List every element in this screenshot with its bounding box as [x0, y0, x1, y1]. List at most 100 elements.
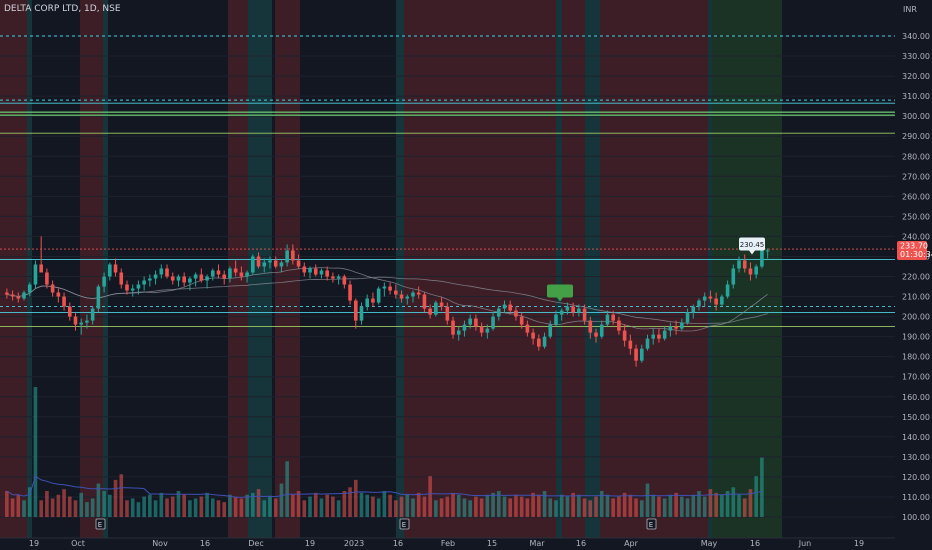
volume-bar	[79, 492, 84, 517]
candle-body	[702, 296, 707, 301]
candle-body	[531, 332, 535, 339]
volume-bar	[262, 500, 267, 517]
volume-bar	[496, 491, 501, 517]
candle-body	[353, 300, 358, 321]
y-tick-label: 130.00	[902, 453, 930, 462]
candle-body	[193, 274, 198, 279]
candle-body	[645, 338, 650, 349]
y-tick-label: 110.00	[902, 493, 930, 502]
candle-body	[348, 284, 352, 301]
y-tick-label: 190.00	[902, 333, 930, 342]
candle-body	[336, 276, 341, 279]
candle-body	[313, 268, 318, 275]
band-0	[0, 0, 27, 538]
y-tick-label: 250.00	[902, 212, 930, 221]
candle-body	[382, 286, 387, 289]
volume-bar	[434, 500, 438, 517]
y-tick-label: 100.00	[902, 513, 930, 522]
candle-body	[416, 292, 421, 295]
y-tick-label: 200.00	[902, 313, 930, 322]
candle-body	[502, 304, 507, 309]
band-11	[585, 0, 600, 538]
volume-bar	[531, 492, 535, 517]
candle-body	[165, 268, 169, 277]
candle-body	[376, 288, 381, 303]
volume-bar	[188, 500, 192, 517]
y-tick-label: 260.00	[902, 192, 930, 201]
volume-bar	[228, 494, 232, 517]
candle-body	[62, 296, 66, 307]
candle-body	[611, 314, 615, 321]
volume-bars	[5, 387, 764, 517]
y-tick-label: 180.00	[902, 353, 930, 362]
volume-bar	[456, 494, 461, 517]
countdown-label: 01:30:34	[900, 250, 932, 259]
x-tick-label: 16	[750, 539, 760, 548]
candle-body	[428, 308, 432, 315]
candle-body	[394, 290, 398, 295]
candle-body	[130, 288, 135, 291]
earnings-label: E	[402, 521, 406, 529]
candle-body	[691, 306, 696, 313]
volume-bar	[67, 496, 72, 517]
volume-bar	[651, 494, 656, 517]
candle-body	[519, 316, 524, 325]
volume-bar	[760, 457, 764, 517]
volume-bar	[165, 498, 169, 517]
candle-body	[170, 276, 175, 281]
candle-body	[27, 284, 32, 293]
volume-bar	[548, 498, 553, 517]
y-tick-label: 150.00	[902, 413, 930, 422]
candle-body	[308, 268, 312, 273]
volume-bar	[720, 494, 724, 517]
volume-bar	[502, 496, 507, 517]
candle-body	[142, 280, 146, 285]
volume-bar	[148, 494, 152, 517]
price-axis-bg	[895, 0, 932, 550]
volume-bar	[514, 494, 518, 517]
band-4	[228, 0, 248, 538]
volume-bar	[296, 491, 301, 517]
candle-body	[108, 264, 112, 277]
volume-bar	[571, 492, 575, 517]
band-10	[562, 0, 585, 538]
candle-body	[56, 292, 61, 297]
annotation-box	[739, 237, 765, 251]
y-tick-label: 220.00	[902, 273, 930, 282]
candle-body	[245, 272, 249, 277]
candle-body	[439, 302, 444, 307]
candle-body	[714, 298, 718, 305]
y-tick-label: 160.00	[902, 393, 930, 402]
candle-body	[639, 348, 644, 361]
candle-body	[462, 324, 467, 331]
volume-bar	[182, 494, 186, 517]
volume-bar	[176, 491, 181, 517]
volume-bar	[702, 496, 707, 517]
candle-body	[411, 292, 415, 297]
volume-bar	[565, 496, 570, 517]
candle-body	[16, 296, 21, 299]
volume-bar	[130, 498, 135, 517]
volume-bar	[85, 502, 89, 517]
earnings-marker	[95, 518, 106, 530]
time-axis[interactable]: 19 Oct Nov 16 Dec 19 2023 16 Feb 15 Mar 16 Apr May 16 J…	[0, 537, 895, 548]
x-tick-label: Oct	[71, 539, 85, 548]
volume-bar	[611, 498, 615, 517]
volume-bar	[10, 498, 15, 517]
volume-bar	[113, 479, 118, 517]
candle-body	[571, 306, 575, 313]
candle-body	[205, 276, 209, 281]
annotation-green-pointer	[557, 297, 563, 302]
candle-body	[325, 270, 329, 277]
volume-bar	[348, 487, 352, 517]
volume-bar	[273, 498, 278, 517]
volume-bar	[50, 498, 55, 517]
x-tick-label: Mar	[529, 539, 545, 548]
candle-body	[720, 296, 724, 305]
volume-bar	[451, 492, 455, 517]
volume-bar	[554, 500, 558, 517]
x-tick-label: Dec	[248, 539, 263, 548]
candle-body	[125, 284, 129, 291]
